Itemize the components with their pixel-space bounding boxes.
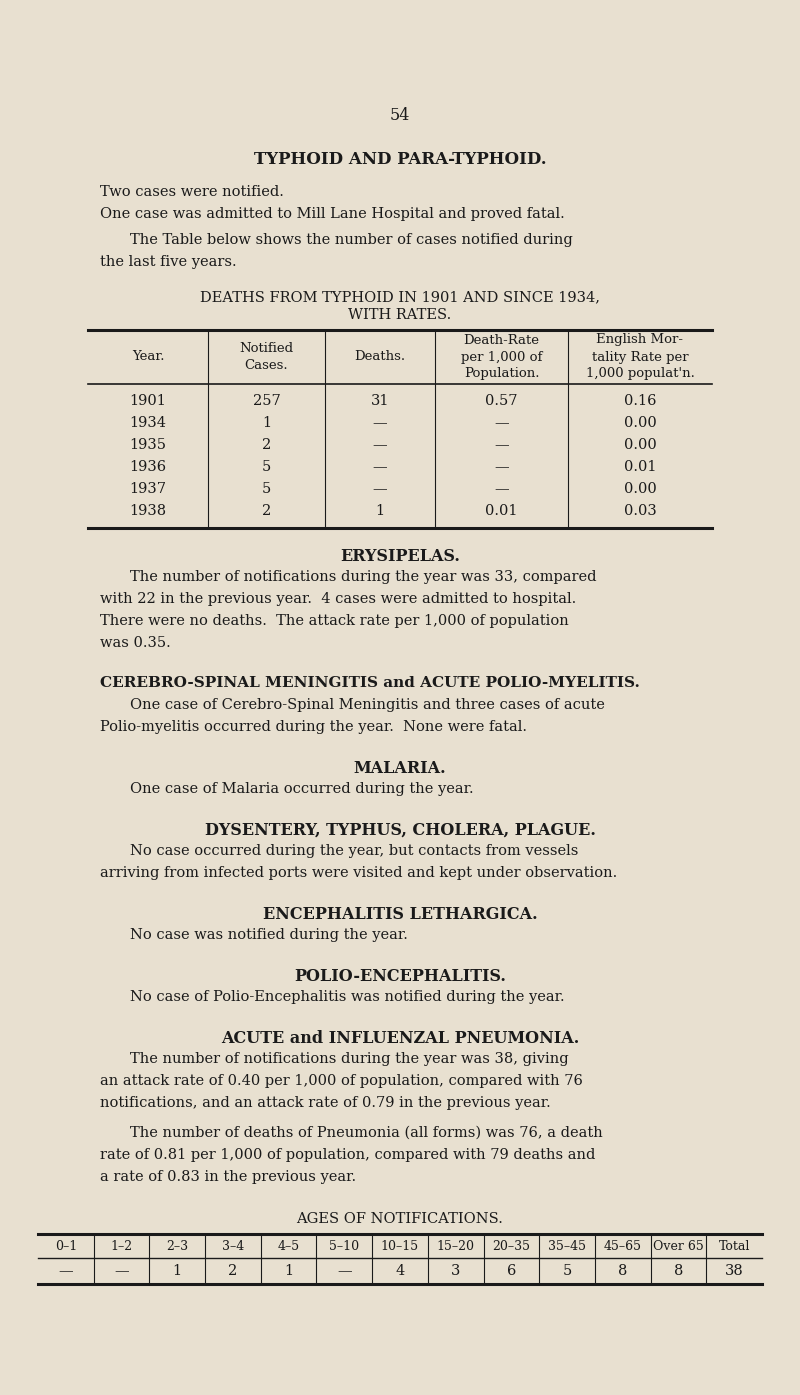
Text: Notified
Cases.: Notified Cases. (239, 342, 294, 372)
Text: Two cases were notified.: Two cases were notified. (100, 186, 284, 199)
Text: 1934: 1934 (130, 416, 166, 430)
Text: Deaths.: Deaths. (354, 350, 406, 364)
Text: One case of Cerebro-Spinal Meningitis and three cases of acute: One case of Cerebro-Spinal Meningitis an… (130, 698, 605, 711)
Text: 0.03: 0.03 (624, 504, 656, 518)
Text: Over 65: Over 65 (653, 1240, 704, 1253)
Text: —: — (58, 1264, 73, 1278)
Text: —: — (494, 460, 509, 474)
Text: —: — (337, 1264, 352, 1278)
Text: POLIO-ENCEPHALITIS.: POLIO-ENCEPHALITIS. (294, 968, 506, 985)
Text: Polio-myelitis occurred during the year.  None were fatal.: Polio-myelitis occurred during the year.… (100, 720, 527, 734)
Text: arriving from infected ports were visited and kept under observation.: arriving from infected ports were visite… (100, 866, 618, 880)
Text: —: — (373, 416, 387, 430)
Text: 20–35: 20–35 (492, 1240, 530, 1253)
Text: 3: 3 (451, 1264, 460, 1278)
Text: a rate of 0.83 in the previous year.: a rate of 0.83 in the previous year. (100, 1170, 356, 1184)
Text: 8: 8 (674, 1264, 683, 1278)
Text: —: — (494, 438, 509, 452)
Text: No case of Polio-Encephalitis was notified during the year.: No case of Polio-Encephalitis was notifi… (130, 990, 565, 1004)
Text: 5: 5 (262, 483, 271, 497)
Text: 1: 1 (262, 416, 271, 430)
Text: Year.: Year. (132, 350, 164, 364)
Text: 2: 2 (228, 1264, 238, 1278)
Text: 1936: 1936 (130, 460, 166, 474)
Text: 31: 31 (370, 393, 390, 407)
Text: 6: 6 (506, 1264, 516, 1278)
Text: No case was notified during the year.: No case was notified during the year. (130, 928, 408, 942)
Text: 4: 4 (395, 1264, 405, 1278)
Text: One case of Malaria occurred during the year.: One case of Malaria occurred during the … (130, 783, 474, 797)
Text: DEATHS FROM TYPHOID IN 1901 AND SINCE 1934,: DEATHS FROM TYPHOID IN 1901 AND SINCE 19… (200, 290, 600, 304)
Text: 0.00: 0.00 (624, 416, 656, 430)
Text: 45–65: 45–65 (604, 1240, 642, 1253)
Text: the last five years.: the last five years. (100, 255, 237, 269)
Text: The Table below shows the number of cases notified during: The Table below shows the number of case… (130, 233, 573, 247)
Text: 1938: 1938 (130, 504, 166, 518)
Text: Death-Rate
per 1,000 of
Population.: Death-Rate per 1,000 of Population. (461, 333, 542, 381)
Text: notifications, and an attack rate of 0.79 in the previous year.: notifications, and an attack rate of 0.7… (100, 1096, 550, 1110)
Text: ERYSIPELAS.: ERYSIPELAS. (340, 548, 460, 565)
Text: 0.01: 0.01 (486, 504, 518, 518)
Text: The number of notifications during the year was 38, giving: The number of notifications during the y… (130, 1052, 569, 1066)
Text: MALARIA.: MALARIA. (354, 760, 446, 777)
Text: —: — (373, 460, 387, 474)
Text: DYSENTERY, TYPHUS, CHOLERA, PLAGUE.: DYSENTERY, TYPHUS, CHOLERA, PLAGUE. (205, 822, 595, 838)
Text: The number of deaths of Pneumonia (all forms) was 76, a death: The number of deaths of Pneumonia (all f… (130, 1126, 602, 1140)
Text: The number of notifications during the year was 33, compared: The number of notifications during the y… (130, 571, 597, 585)
Text: No case occurred during the year, but contacts from vessels: No case occurred during the year, but co… (130, 844, 578, 858)
Text: AGES OF NOTIFICATIONS.: AGES OF NOTIFICATIONS. (297, 1212, 503, 1226)
Text: 5–10: 5–10 (330, 1240, 359, 1253)
Text: —: — (373, 438, 387, 452)
Text: 0.00: 0.00 (624, 438, 656, 452)
Text: 0–1: 0–1 (54, 1240, 77, 1253)
Text: ACUTE and INFLUENZAL PNEUMONIA.: ACUTE and INFLUENZAL PNEUMONIA. (221, 1030, 579, 1048)
Text: an attack rate of 0.40 per 1,000 of population, compared with 76: an attack rate of 0.40 per 1,000 of popu… (100, 1074, 583, 1088)
Text: One case was admitted to Mill Lane Hospital and proved fatal.: One case was admitted to Mill Lane Hospi… (100, 206, 565, 220)
Text: —: — (494, 483, 509, 497)
Text: rate of 0.81 per 1,000 of population, compared with 79 deaths and: rate of 0.81 per 1,000 of population, co… (100, 1148, 595, 1162)
Text: 1935: 1935 (130, 438, 166, 452)
Text: 257: 257 (253, 393, 280, 407)
Text: was 0.35.: was 0.35. (100, 636, 170, 650)
Text: 2–3: 2–3 (166, 1240, 188, 1253)
Text: 38: 38 (725, 1264, 743, 1278)
Text: WITH RATES.: WITH RATES. (348, 308, 452, 322)
Text: 1: 1 (375, 504, 385, 518)
Text: —: — (373, 483, 387, 497)
Text: 2: 2 (262, 504, 271, 518)
Text: 0.00: 0.00 (624, 483, 656, 497)
Text: 1: 1 (284, 1264, 293, 1278)
Text: 0.16: 0.16 (624, 393, 656, 407)
Text: 1901: 1901 (130, 393, 166, 407)
Text: 8: 8 (618, 1264, 627, 1278)
Text: 2: 2 (262, 438, 271, 452)
Text: 0.01: 0.01 (624, 460, 656, 474)
Text: —: — (494, 416, 509, 430)
Text: with 22 in the previous year.  4 cases were admitted to hospital.: with 22 in the previous year. 4 cases we… (100, 591, 576, 605)
Text: 0.57: 0.57 (486, 393, 518, 407)
Text: —: — (114, 1264, 129, 1278)
Text: 1937: 1937 (130, 483, 166, 497)
Text: 5: 5 (562, 1264, 572, 1278)
Text: 1–2: 1–2 (110, 1240, 133, 1253)
Text: 54: 54 (390, 106, 410, 124)
Text: There were no deaths.  The attack rate per 1,000 of population: There were no deaths. The attack rate pe… (100, 614, 569, 628)
Text: TYPHOID AND PARA-TYPHOID.: TYPHOID AND PARA-TYPHOID. (254, 152, 546, 169)
Text: English Mor-
tality Rate per
1,000 populat'n.: English Mor- tality Rate per 1,000 popul… (586, 333, 694, 381)
Text: 15–20: 15–20 (437, 1240, 474, 1253)
Text: 10–15: 10–15 (381, 1240, 419, 1253)
Text: Total: Total (718, 1240, 750, 1253)
Text: 3–4: 3–4 (222, 1240, 244, 1253)
Text: 4–5: 4–5 (278, 1240, 300, 1253)
Text: ENCEPHALITIS LETHARGICA.: ENCEPHALITIS LETHARGICA. (262, 905, 538, 923)
Text: CEREBRO-SPINAL MENINGITIS and ACUTE POLIO-MYELITIS.: CEREBRO-SPINAL MENINGITIS and ACUTE POLI… (100, 677, 640, 691)
Text: 5: 5 (262, 460, 271, 474)
Text: 1: 1 (173, 1264, 182, 1278)
Text: 35–45: 35–45 (548, 1240, 586, 1253)
